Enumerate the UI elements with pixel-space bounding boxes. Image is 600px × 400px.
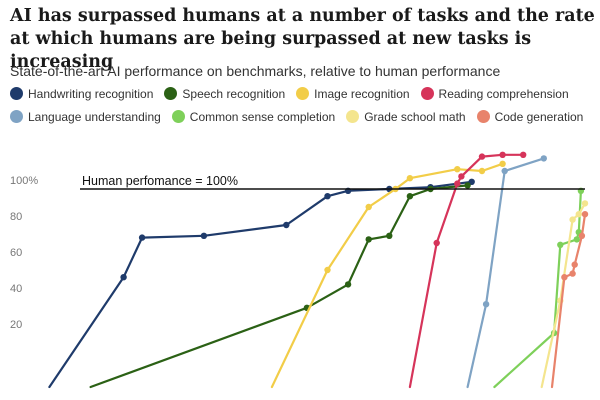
data-point-grade-school-math [569,216,576,223]
legend-item-language-understanding: Language understanding [10,109,161,124]
data-point-reading-comprehension [454,180,461,187]
series-line-language-understanding [466,157,545,389]
data-point-image-recognition [365,203,372,211]
legend-label-image-recognition: Image recognition [314,86,410,101]
data-point-image-recognition [499,160,506,167]
data-point-common-sense-completion [573,236,580,243]
data-point-language-understanding [482,301,490,308]
data-point-code-generation [571,261,578,268]
legend-label-language-understanding: Language understanding [28,109,161,124]
series-line-speech-recognition [89,184,469,389]
y-tick-label: 80 [10,211,22,223]
data-point-grade-school-math [581,200,589,207]
legend-label-reading-comprehension: Reading comprehension [438,86,569,101]
data-point-speech-recognition [344,281,352,288]
legend-item-handwriting-recognition: Handwriting recognition [10,86,153,101]
data-point-speech-recognition [464,182,471,189]
data-point-handwriting-recognition [468,178,475,185]
series-line-handwriting-recognition [48,180,473,389]
data-point-handwriting-recognition [283,221,290,229]
legend-swatch-code-generation [476,110,490,123]
y-tick-label: 100% [10,175,38,187]
data-point-code-generation [578,232,586,239]
series-line-common-sense-completion [493,189,582,389]
data-point-handwriting-recognition [200,232,208,239]
legend-item-speech-recognition: Speech recognition [164,86,285,101]
data-point-speech-recognition [406,193,414,200]
data-point-handwriting-recognition [120,274,127,281]
data-point-language-understanding [501,167,508,175]
legend-swatch-language-understanding [10,110,23,123]
data-point-handwriting-recognition [324,193,331,200]
y-tick-label: 40 [10,283,22,295]
data-point-reading-comprehension [478,153,486,160]
data-point-handwriting-recognition [138,234,146,241]
series-group [48,151,589,389]
chart-subtitle: State-of-the-art AI performance on bench… [10,63,501,79]
series-line-code-generation [550,213,587,389]
y-tick-label: 60 [10,247,22,259]
data-point-image-recognition [454,166,461,173]
data-point-common-sense-completion [557,241,564,248]
legend-swatch-speech-recognition [164,87,178,100]
data-point-reading-comprehension [499,151,506,158]
legend-swatch-common-sense-completion [171,110,185,123]
data-point-image-recognition [324,266,331,274]
legend-item-image-recognition: Image recognition [296,86,410,101]
data-point-image-recognition [406,175,414,182]
data-point-speech-recognition [386,232,393,239]
legend-label-speech-recognition: Speech recognition [182,86,286,101]
data-point-reading-comprehension [433,239,440,247]
chart-legend: Handwriting recognition Speech recognitio… [10,86,595,124]
data-point-image-recognition [478,167,486,175]
legend-swatch-image-recognition [296,87,310,100]
data-point-reading-comprehension [520,151,527,158]
series-line-image-recognition [270,162,504,389]
legend-item-code-generation: Code generation [476,109,584,124]
data-point-code-generation [581,211,589,218]
legend-label-code-generation: Code generation [494,109,584,124]
legend-label-grade-school-math: Grade school math [364,109,466,124]
chart-title: AI has surpassed humans at a number of t… [10,6,595,72]
legend-item-grade-school-math: Grade school math [346,109,466,124]
legend-label-handwriting-recognition: Handwriting recognition [28,86,154,101]
data-point-reading-comprehension [458,173,465,180]
legend-item-common-sense-completion: Common sense completion [171,109,336,124]
legend-swatch-handwriting-recognition [10,87,23,100]
data-point-grade-school-math [575,211,582,218]
legend-label-common-sense-completion: Common sense completion [189,109,336,124]
legend-swatch-reading-comprehension [420,87,434,100]
data-point-language-understanding [540,155,547,162]
legend-swatch-grade-school-math [346,110,360,123]
legend-item-reading-comprehension: Reading comprehension [420,86,569,101]
y-tick-label: 20 [10,319,22,331]
data-point-code-generation [561,274,568,281]
human-performance-label: Human perfomance = 100% [82,174,238,188]
data-point-code-generation [569,270,576,277]
data-point-speech-recognition [365,236,372,243]
